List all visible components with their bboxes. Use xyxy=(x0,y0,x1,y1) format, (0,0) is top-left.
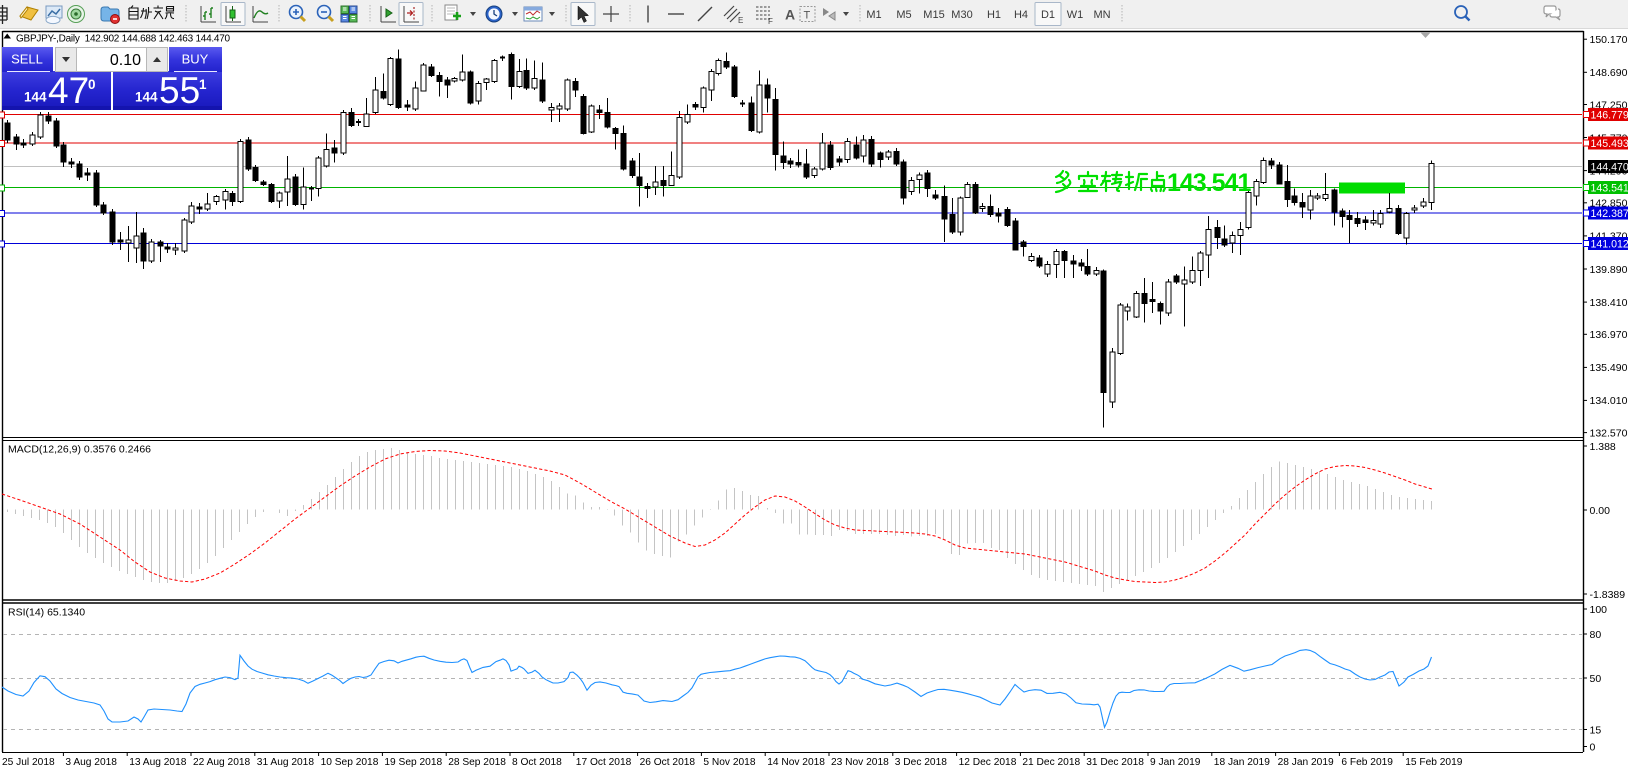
svg-text:BUY: BUY xyxy=(182,52,209,67)
svg-text:148.690: 148.690 xyxy=(1590,67,1628,79)
svg-text:14 Nov 2018: 14 Nov 2018 xyxy=(767,757,825,768)
svg-text:138.410: 138.410 xyxy=(1590,297,1628,309)
svg-text:12 Dec 2018: 12 Dec 2018 xyxy=(959,757,1017,768)
svg-text:19 Sep 2018: 19 Sep 2018 xyxy=(384,757,442,768)
svg-text:F: F xyxy=(768,17,773,26)
svg-text:141.012: 141.012 xyxy=(1591,238,1628,250)
svg-text:0.00: 0.00 xyxy=(1590,505,1611,517)
svg-text:80: 80 xyxy=(1590,629,1602,641)
svg-text:3 Aug 2018: 3 Aug 2018 xyxy=(65,757,117,768)
svg-text:13 Aug 2018: 13 Aug 2018 xyxy=(129,757,187,768)
svg-text:1: 1 xyxy=(199,77,207,92)
svg-text:150.170: 150.170 xyxy=(1590,34,1628,46)
svg-text:SELL: SELL xyxy=(11,52,43,67)
svg-text:142.387: 142.387 xyxy=(1591,208,1628,220)
svg-text:134.010: 134.010 xyxy=(1590,395,1628,407)
svg-text:9 Jan 2019: 9 Jan 2019 xyxy=(1150,757,1201,768)
svg-text:100: 100 xyxy=(1590,604,1608,616)
svg-text:D1: D1 xyxy=(1041,9,1055,21)
svg-text:47: 47 xyxy=(48,70,89,111)
svg-text:-1.8389: -1.8389 xyxy=(1590,589,1626,601)
svg-text:136.970: 136.970 xyxy=(1590,329,1628,341)
svg-text:M15: M15 xyxy=(923,9,944,21)
svg-text:1.388: 1.388 xyxy=(1590,441,1616,453)
svg-text:MN: MN xyxy=(1093,9,1110,21)
svg-text:146.779: 146.779 xyxy=(1591,109,1628,121)
svg-text:10 Sep 2018: 10 Sep 2018 xyxy=(321,757,379,768)
svg-text:T: T xyxy=(804,10,811,22)
svg-text:28 Sep 2018: 28 Sep 2018 xyxy=(448,757,506,768)
svg-text:55: 55 xyxy=(159,70,200,111)
svg-text:135.490: 135.490 xyxy=(1590,362,1628,374)
svg-text:31 Aug 2018: 31 Aug 2018 xyxy=(257,757,315,768)
svg-text:0: 0 xyxy=(1590,741,1596,753)
svg-text:6 Feb 2019: 6 Feb 2019 xyxy=(1341,757,1393,768)
svg-text:15 Feb 2019: 15 Feb 2019 xyxy=(1405,757,1463,768)
svg-text:18 Jan 2019: 18 Jan 2019 xyxy=(1214,757,1270,768)
svg-text:17 Oct 2018: 17 Oct 2018 xyxy=(576,757,632,768)
svg-text:21 Dec 2018: 21 Dec 2018 xyxy=(1022,757,1080,768)
svg-text:RSI(14) 65.1340: RSI(14) 65.1340 xyxy=(8,607,85,619)
svg-text:132.570: 132.570 xyxy=(1590,427,1628,439)
svg-text:31 Dec 2018: 31 Dec 2018 xyxy=(1086,757,1144,768)
svg-text:145.493: 145.493 xyxy=(1591,138,1628,150)
svg-text:E: E xyxy=(738,16,743,25)
svg-text:W1: W1 xyxy=(1067,9,1084,21)
svg-text:50: 50 xyxy=(1590,673,1602,685)
svg-text:H1: H1 xyxy=(987,9,1001,21)
svg-text:MACD(12,26,9) 0.3576 0.2466: MACD(12,26,9) 0.3576 0.2466 xyxy=(8,444,151,456)
svg-text:5 Nov 2018: 5 Nov 2018 xyxy=(703,757,755,768)
svg-text:139.890: 139.890 xyxy=(1590,264,1628,276)
svg-text:8 Oct 2018: 8 Oct 2018 xyxy=(512,757,562,768)
svg-text:144: 144 xyxy=(135,90,158,105)
svg-text:0.10: 0.10 xyxy=(110,52,141,69)
svg-text:28 Jan 2019: 28 Jan 2019 xyxy=(1278,757,1334,768)
svg-text:143.541: 143.541 xyxy=(1591,182,1628,194)
svg-text:22 Aug 2018: 22 Aug 2018 xyxy=(193,757,251,768)
svg-text:M30: M30 xyxy=(951,9,972,21)
svg-text:M1: M1 xyxy=(866,9,881,21)
svg-text:0: 0 xyxy=(88,77,96,92)
svg-text:M5: M5 xyxy=(896,9,911,21)
svg-text:25 Jul 2018: 25 Jul 2018 xyxy=(2,757,55,768)
svg-text:GBPJPY-,Daily 142.902 144.688: GBPJPY-,Daily 142.902 144.688 142.463 14… xyxy=(16,34,231,45)
svg-text:23 Nov 2018: 23 Nov 2018 xyxy=(831,757,889,768)
svg-text:26 Oct 2018: 26 Oct 2018 xyxy=(640,757,696,768)
svg-text:H4: H4 xyxy=(1014,9,1028,21)
svg-text:15: 15 xyxy=(1590,724,1602,736)
svg-text:A: A xyxy=(785,7,795,23)
svg-text:143.541: 143.541 xyxy=(1167,169,1251,197)
svg-text:144: 144 xyxy=(24,90,47,105)
svg-text:3 Dec 2018: 3 Dec 2018 xyxy=(895,757,947,768)
svg-text:144.470: 144.470 xyxy=(1591,161,1628,173)
